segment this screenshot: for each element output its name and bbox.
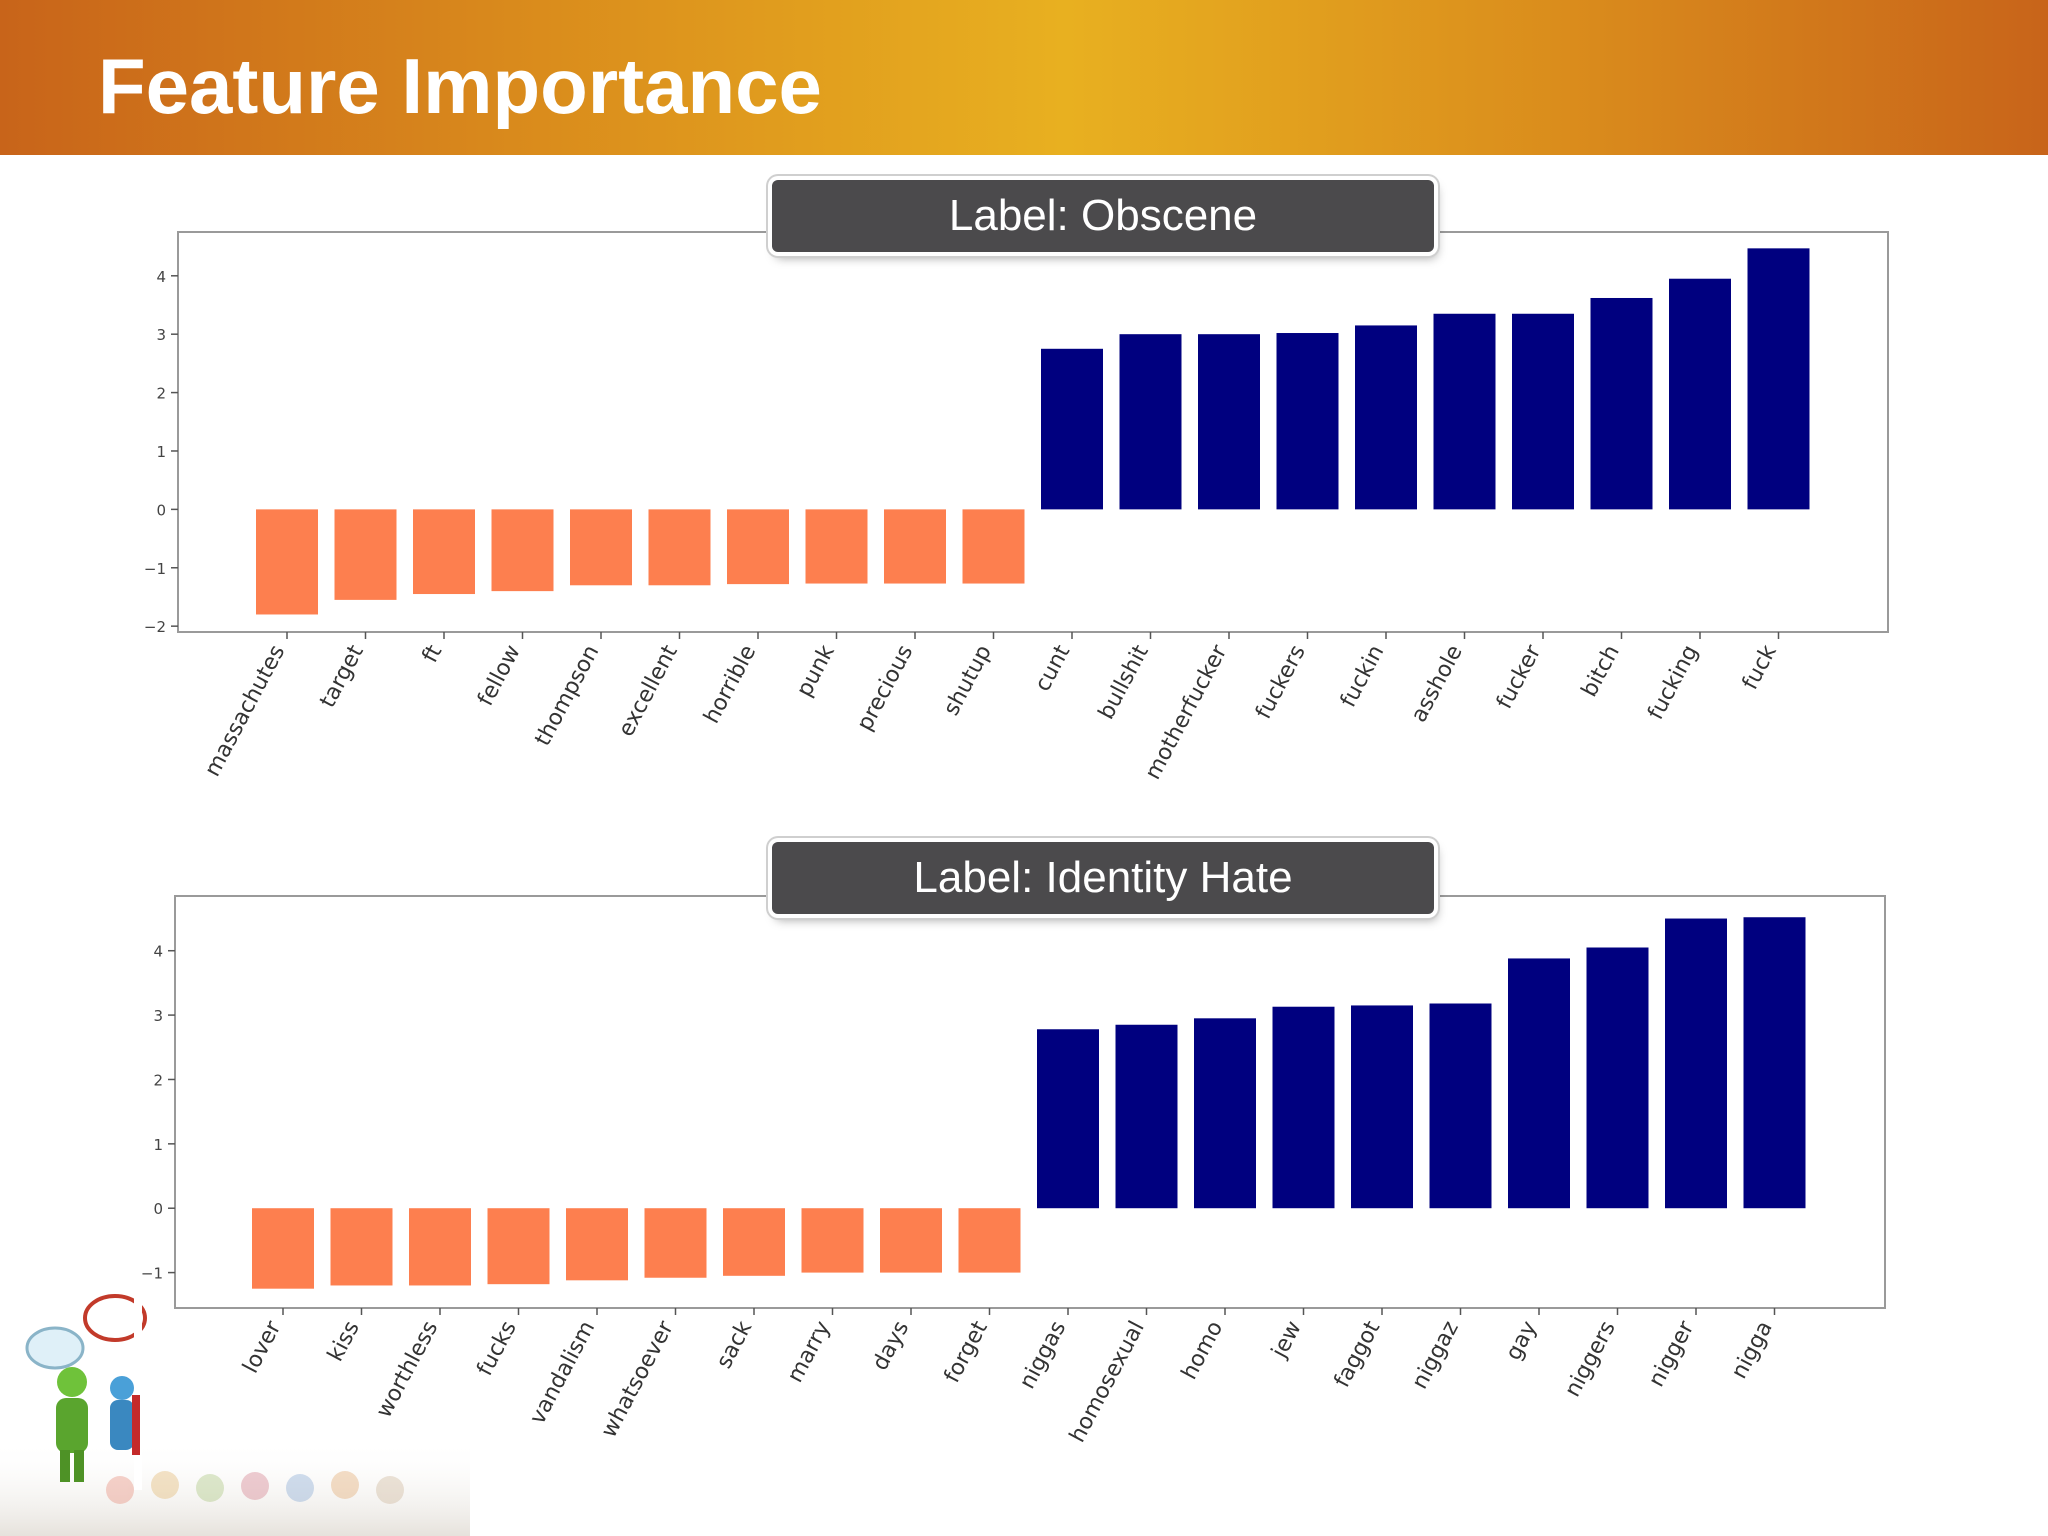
obscene-x-tick-label: excellent <box>614 641 683 741</box>
identity-hate-bar <box>1586 947 1649 1209</box>
identity-hate-x-tick-label: nigga <box>1727 1317 1778 1383</box>
identity-hate-y-tick-label: 0 <box>153 1200 163 1218</box>
identity-hate-bar <box>487 1208 550 1285</box>
identity-hate-label-box: Label: Identity Hate <box>772 842 1434 914</box>
obscene-x-tick-label: fuckers <box>1251 641 1311 723</box>
obscene-bar <box>1198 334 1260 510</box>
obscene-bar <box>1119 334 1182 510</box>
obscene-feature-chart: −2 −1 0 1 2 3 4 massachutes target ft fellow thomps… <box>144 231 1889 784</box>
identity-hate-bar <box>1115 1024 1178 1209</box>
identity-hate-y-tick-label: 2 <box>153 1071 163 1089</box>
obscene-bar <box>491 509 554 592</box>
obscene-x-tick-label: massachutes <box>200 641 290 781</box>
obscene-x-tick-label: horrible <box>699 641 761 728</box>
obscene-x-tick-label: shutup <box>939 641 997 720</box>
identity-hate-x-tick-label: gay <box>1501 1317 1542 1364</box>
identity-hate-x-tick-label: niggers <box>1560 1317 1621 1401</box>
identity-hate-x-tick-label: niggas <box>1015 1317 1071 1393</box>
page-title: Feature Importance <box>98 42 822 130</box>
obscene-bar <box>1512 313 1574 510</box>
obscene-x-tick-label: target <box>315 641 369 712</box>
identity-hate-bar <box>644 1208 707 1278</box>
identity-hate-bar <box>958 1208 1021 1273</box>
identity-hate-bar <box>566 1208 628 1281</box>
obscene-x-tick-label: bullshit <box>1094 641 1154 724</box>
obscene-bar <box>413 509 475 595</box>
obscene-label-box: Label: Obscene <box>772 180 1434 252</box>
obscene-bar <box>805 509 868 584</box>
identity-hate-y-tick-label: 1 <box>153 1136 163 1154</box>
obscene-bar <box>1669 278 1731 510</box>
obscene-x-tick-label: fuck <box>1738 641 1782 694</box>
identity-hate-bar <box>1351 1005 1413 1209</box>
identity-hate-bar <box>1429 1003 1492 1209</box>
identity-hate-x-tick-label: homosexual <box>1065 1317 1150 1447</box>
obscene-x-tick-label: ft <box>418 641 448 667</box>
identity-hate-bar <box>409 1208 471 1286</box>
obscene-y-tick-label: 0 <box>156 501 166 519</box>
obscene-y-tick-label: 1 <box>156 443 166 461</box>
obscene-bar <box>570 509 632 586</box>
identity-hate-bar <box>1665 918 1727 1209</box>
obscene-bar <box>648 509 711 586</box>
identity-hate-bar <box>1743 917 1806 1209</box>
obscene-bar <box>727 509 789 585</box>
identity-hate-x-tick-label: jew <box>1267 1317 1307 1363</box>
identity-hate-bar <box>723 1208 785 1276</box>
identity-hate-bar <box>1272 1006 1335 1209</box>
obscene-bar <box>334 509 397 600</box>
identity-hate-bar <box>801 1208 864 1273</box>
identity-hate-x-tick-label: homo <box>1177 1317 1228 1384</box>
obscene-y-tick-label: 2 <box>156 385 166 403</box>
identity-hate-x-tick-label: sack <box>712 1317 758 1373</box>
obscene-x-tick-label: fucker <box>1492 640 1547 713</box>
obscene-x-tick-label: asshole <box>1407 641 1468 726</box>
obscene-bar <box>1041 348 1103 510</box>
identity-hate-x-tick-label: nigger <box>1644 1316 1700 1391</box>
people-speech-bubbles-clipart <box>0 1290 470 1536</box>
obscene-bar <box>1276 333 1339 510</box>
obscene-x-tick-label: punk <box>792 641 840 701</box>
identity-hate-x-tick-label: whatsoever <box>597 1316 680 1442</box>
identity-hate-bar <box>1194 1018 1256 1209</box>
obscene-y-tick-label: 4 <box>156 268 166 286</box>
obscene-x-tick-label: motherfucker <box>1141 640 1233 784</box>
obscene-x-tick-label: precious <box>852 641 918 735</box>
obscene-y-tick-label: −2 <box>144 618 166 636</box>
obscene-x-tick-label: cunt <box>1030 641 1075 696</box>
obscene-x-tick-label: fellow <box>473 641 526 710</box>
identity-hate-bar <box>1508 958 1570 1209</box>
obscene-x-tick-label: bitch <box>1577 641 1625 701</box>
obscene-bar <box>1355 325 1417 510</box>
obscene-bar <box>884 509 946 584</box>
obscene-x-tick-label: fucking <box>1643 641 1703 724</box>
identity-hate-y-tick-label: 4 <box>153 943 163 961</box>
identity-hate-x-tick-label: faggot <box>1330 1317 1386 1392</box>
identity-hate-y-tick-label: −1 <box>141 1265 163 1283</box>
identity-hate-y-tick-label: 3 <box>153 1007 163 1025</box>
identity-hate-x-tick-label: niggaz <box>1407 1317 1463 1393</box>
identity-hate-x-tick-label: marry <box>783 1317 836 1387</box>
obscene-y-tick-label: −1 <box>144 560 166 578</box>
identity-hate-bar <box>252 1208 314 1289</box>
obscene-bar <box>962 509 1025 584</box>
identity-hate-x-tick-label: vandalism <box>525 1317 600 1429</box>
title-banner: Feature Importance <box>0 0 2048 155</box>
identity-hate-x-tick-label: days <box>868 1317 914 1375</box>
identity-hate-x-tick-label: forget <box>940 1317 993 1387</box>
obscene-y-tick-label: 3 <box>156 326 166 344</box>
identity-hate-bar <box>330 1208 393 1286</box>
obscene-x-tick-label: fuckin <box>1336 641 1389 712</box>
obscene-bar <box>1433 313 1496 510</box>
identity-hate-bar <box>880 1208 942 1273</box>
obscene-bar <box>1747 248 1810 510</box>
obscene-bar <box>1590 297 1653 510</box>
obscene-bar <box>256 509 318 615</box>
obscene-x-tick-label: thompson <box>530 641 604 750</box>
identity-hate-bar <box>1037 1029 1099 1209</box>
